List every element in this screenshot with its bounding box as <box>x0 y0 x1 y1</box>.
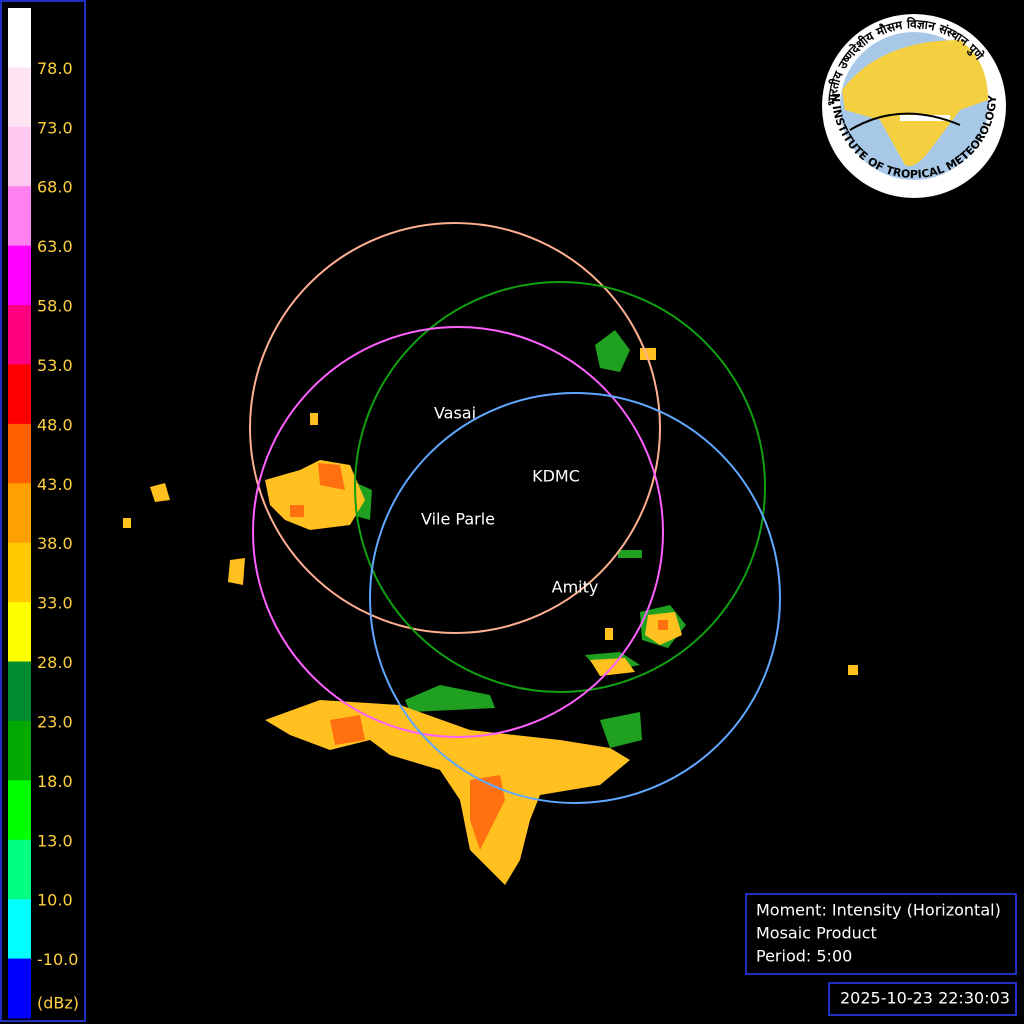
station-label: Vile Parle <box>421 510 495 529</box>
legend-label: 78.0 <box>37 59 73 78</box>
legend-swatch <box>8 423 31 484</box>
timestamp-frame <box>828 982 1017 1016</box>
legend-swatch <box>8 305 31 365</box>
station-label: Vasai <box>434 404 476 423</box>
legend-label: 13.0 <box>37 831 73 850</box>
legend-swatch <box>8 67 31 128</box>
legend-label: 18.0 <box>37 772 73 791</box>
legend-swatch <box>8 661 31 722</box>
info-box: 2025-10-23 22:30:03 Moment: Intensity (H… <box>745 893 1017 1016</box>
info-frame <box>745 893 1017 975</box>
timestamp: 2025-10-23 22:30:03 <box>840 989 1010 1008</box>
info-line: Moment: Intensity (Horizontal) <box>756 901 1001 920</box>
legend-swatch <box>8 483 31 544</box>
legend-label: -10.0 <box>37 950 78 969</box>
info-line: Mosaic Product <box>756 924 877 943</box>
radar-ring <box>249 222 661 634</box>
legend-swatch <box>8 542 31 603</box>
legend-swatch <box>8 126 31 187</box>
legend-label: 43.0 <box>37 475 73 494</box>
radar-ring <box>252 326 664 738</box>
radar-ring <box>369 392 781 804</box>
legend-swatch <box>8 186 31 247</box>
legend: 78.0 73.0 68.0 63.0 58.0 53.0 48.0 43.0 38.0 33.0… <box>0 0 86 1022</box>
legend-swatch <box>8 720 31 781</box>
logo-land <box>842 40 988 166</box>
legend-label: 58.0 <box>37 297 73 316</box>
legend-swatch <box>8 8 31 68</box>
station-label: KDMC <box>532 467 580 486</box>
radar-ring <box>354 281 766 693</box>
legend-label: 33.0 <box>37 594 73 613</box>
legend-label: 53.0 <box>37 356 73 375</box>
legend-label: 23.0 <box>37 712 73 731</box>
legend-swatch <box>8 839 31 900</box>
echo-orange <box>290 463 668 850</box>
legend-swatch <box>8 602 31 663</box>
legend-unit: (dBz) <box>37 994 79 1013</box>
logo-curve <box>849 112 961 131</box>
legend-swatch <box>8 958 31 1019</box>
legend-label: 63.0 <box>37 237 73 256</box>
legend-swatch <box>8 364 31 425</box>
legend-label: 73.0 <box>37 118 73 137</box>
radar-echoes <box>123 330 858 885</box>
legend-label: 10.0 <box>37 891 73 910</box>
legend-label: 28.0 <box>37 653 73 672</box>
legend-frame <box>0 0 86 1022</box>
legend-swatch <box>8 780 31 841</box>
station-label: Amity <box>552 578 599 597</box>
radar-rings: Vasai KDMC Vile Parle Amity <box>249 222 781 804</box>
legend-label: 68.0 <box>37 178 73 197</box>
legend-label: 48.0 <box>37 415 73 434</box>
legend-label: 38.0 <box>37 534 73 553</box>
legend-swatch <box>8 899 31 960</box>
legend-swatch <box>8 245 31 306</box>
info-line: Period: 5:00 <box>756 947 852 966</box>
